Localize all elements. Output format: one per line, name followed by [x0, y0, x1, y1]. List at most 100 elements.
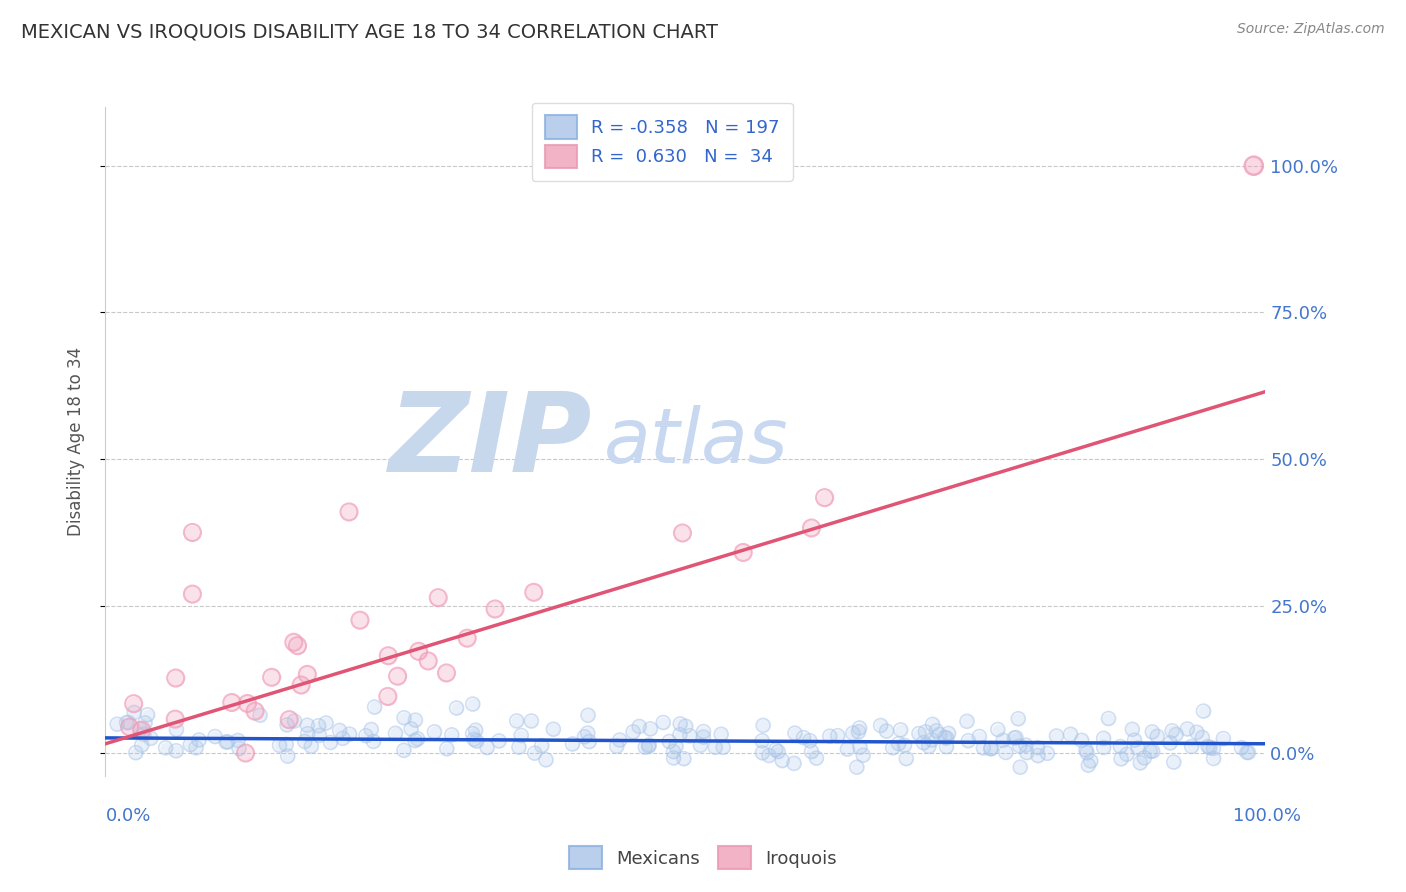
- Point: [228, 741, 250, 756]
- Point: [793, 731, 815, 745]
- Point: [987, 723, 1010, 737]
- Point: [139, 731, 162, 746]
- Point: [1146, 730, 1168, 744]
- Point: [508, 740, 530, 755]
- Point: [1074, 743, 1097, 757]
- Point: [1005, 731, 1028, 745]
- Point: [818, 729, 841, 743]
- Point: [134, 715, 156, 730]
- Point: [882, 740, 904, 755]
- Point: [1002, 731, 1025, 745]
- Point: [1230, 740, 1253, 755]
- Point: [672, 752, 695, 766]
- Point: [165, 723, 187, 737]
- Point: [758, 748, 780, 763]
- Point: [793, 731, 815, 745]
- Point: [399, 722, 422, 736]
- Point: [893, 739, 915, 753]
- Point: [329, 723, 352, 738]
- Point: [1002, 731, 1025, 745]
- Point: [578, 734, 600, 748]
- Point: [783, 756, 806, 771]
- Point: [543, 723, 565, 737]
- Point: [956, 714, 979, 729]
- Point: [935, 731, 957, 745]
- Point: [131, 738, 153, 752]
- Point: [638, 738, 661, 752]
- Point: [921, 717, 943, 731]
- Point: [751, 734, 773, 748]
- Point: [662, 751, 685, 765]
- Point: [308, 719, 330, 733]
- Point: [315, 716, 337, 731]
- Point: [463, 732, 485, 747]
- Point: [1036, 747, 1059, 761]
- Point: [276, 738, 298, 752]
- Point: [921, 733, 943, 747]
- Point: [339, 727, 361, 741]
- Point: [662, 745, 685, 759]
- Point: [852, 748, 875, 763]
- Point: [1007, 712, 1029, 726]
- Point: [637, 739, 659, 754]
- Point: [980, 741, 1002, 756]
- Point: [308, 719, 330, 733]
- Point: [800, 521, 823, 535]
- Point: [461, 726, 484, 740]
- Point: [1161, 723, 1184, 738]
- Point: [1181, 739, 1204, 754]
- Point: [1142, 744, 1164, 758]
- Point: [404, 713, 426, 727]
- Point: [484, 602, 506, 616]
- Point: [751, 746, 773, 760]
- Point: [689, 739, 711, 753]
- Point: [689, 739, 711, 753]
- Point: [387, 669, 409, 683]
- Point: [181, 587, 204, 601]
- Point: [308, 728, 330, 742]
- Point: [131, 738, 153, 752]
- Point: [290, 678, 312, 692]
- Point: [980, 741, 1002, 756]
- Point: [377, 648, 399, 663]
- Point: [392, 743, 415, 757]
- Point: [136, 707, 159, 722]
- Point: [406, 731, 429, 746]
- Point: [1197, 739, 1219, 754]
- Point: [297, 667, 319, 681]
- Point: [464, 723, 486, 738]
- Point: [139, 731, 162, 746]
- Point: [890, 723, 912, 737]
- Point: [935, 739, 957, 754]
- Point: [283, 635, 305, 649]
- Point: [523, 746, 546, 760]
- Point: [155, 740, 177, 755]
- Point: [399, 722, 422, 736]
- Point: [1181, 739, 1204, 754]
- Point: [329, 723, 352, 738]
- Point: [181, 587, 204, 601]
- Point: [766, 745, 789, 759]
- Point: [1008, 739, 1031, 753]
- Point: [406, 731, 429, 746]
- Point: [129, 723, 152, 737]
- Point: [217, 735, 239, 749]
- Point: [658, 734, 681, 748]
- Point: [1212, 731, 1234, 746]
- Point: [299, 739, 322, 754]
- Point: [1142, 744, 1164, 758]
- Y-axis label: Disability Age 18 to 34: Disability Age 18 to 34: [66, 347, 84, 536]
- Point: [765, 743, 787, 757]
- Point: [297, 718, 319, 732]
- Point: [710, 727, 733, 741]
- Point: [181, 525, 204, 540]
- Point: [671, 526, 693, 541]
- Point: [1236, 746, 1258, 760]
- Point: [1230, 740, 1253, 755]
- Point: [679, 729, 702, 743]
- Point: [283, 635, 305, 649]
- Point: [675, 719, 697, 733]
- Point: [818, 729, 841, 743]
- Point: [294, 734, 316, 748]
- Point: [523, 585, 546, 599]
